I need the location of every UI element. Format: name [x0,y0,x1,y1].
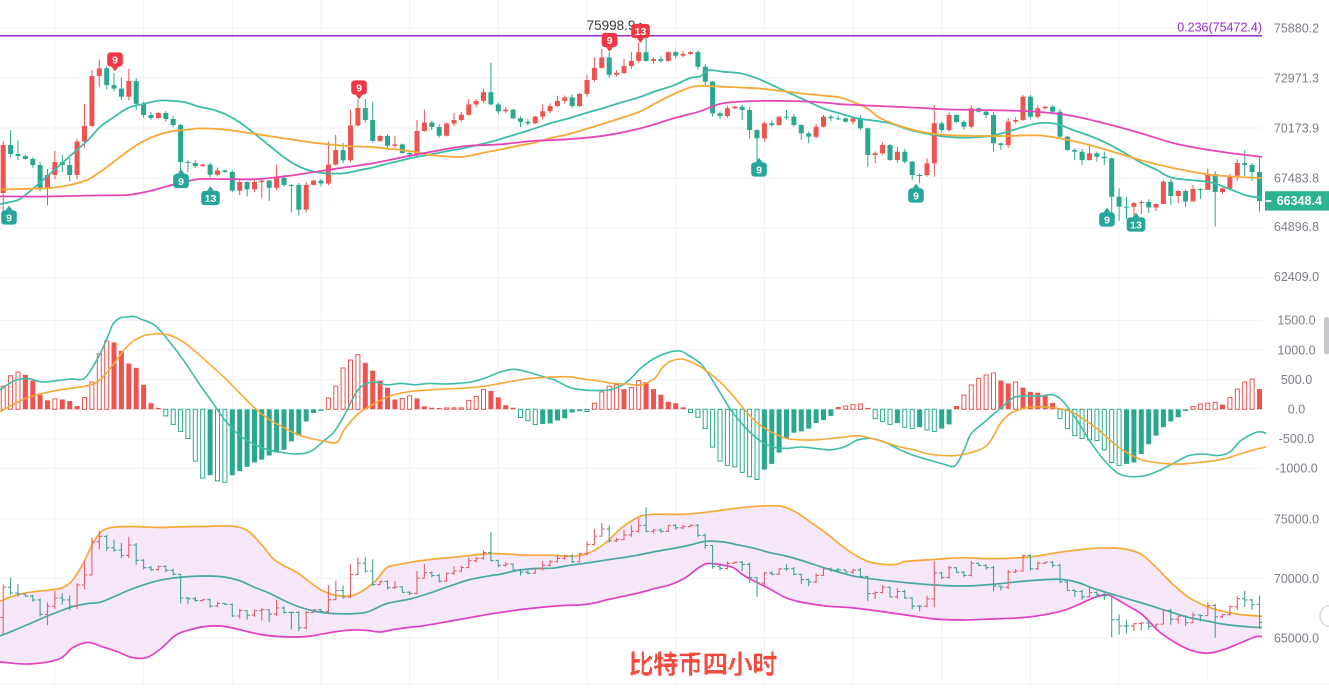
svg-text:70173.9: 70173.9 [1274,121,1319,135]
svg-text:64896.8: 64896.8 [1274,220,1319,234]
svg-text:9: 9 [1104,214,1110,226]
svg-text:65000.0: 65000.0 [1274,631,1319,645]
svg-text:67483.8: 67483.8 [1274,171,1319,185]
svg-text:13: 13 [635,26,647,38]
svg-text:9: 9 [6,212,12,224]
svg-text:75000.0: 75000.0 [1274,512,1319,526]
svg-text:9: 9 [913,190,919,202]
svg-text:62409.0: 62409.0 [1274,270,1319,284]
svg-text:9: 9 [756,164,762,176]
svg-text:1000.0: 1000.0 [1277,343,1315,357]
svg-text:75880.2: 75880.2 [1274,21,1319,35]
svg-text:-500.0: -500.0 [1279,432,1314,446]
svg-text:-1000.0: -1000.0 [1275,462,1317,476]
svg-text:9: 9 [356,82,362,94]
svg-text:9: 9 [112,54,118,66]
svg-text:13: 13 [205,193,217,205]
svg-text:75998.9: 75998.9 [587,18,636,33]
svg-text:13: 13 [1130,219,1142,231]
svg-text:0.0: 0.0 [1288,403,1305,417]
svg-text:0.236(75472.4): 0.236(75472.4) [1177,21,1262,35]
svg-text:500.0: 500.0 [1281,373,1312,387]
svg-text:72971.3: 72971.3 [1274,71,1319,85]
svg-text:66348.4: 66348.4 [1277,194,1322,208]
svg-text:9: 9 [607,35,613,47]
svg-text:1500.0: 1500.0 [1277,314,1315,328]
svg-text:9: 9 [178,176,184,188]
svg-text:70000.0: 70000.0 [1274,572,1319,586]
